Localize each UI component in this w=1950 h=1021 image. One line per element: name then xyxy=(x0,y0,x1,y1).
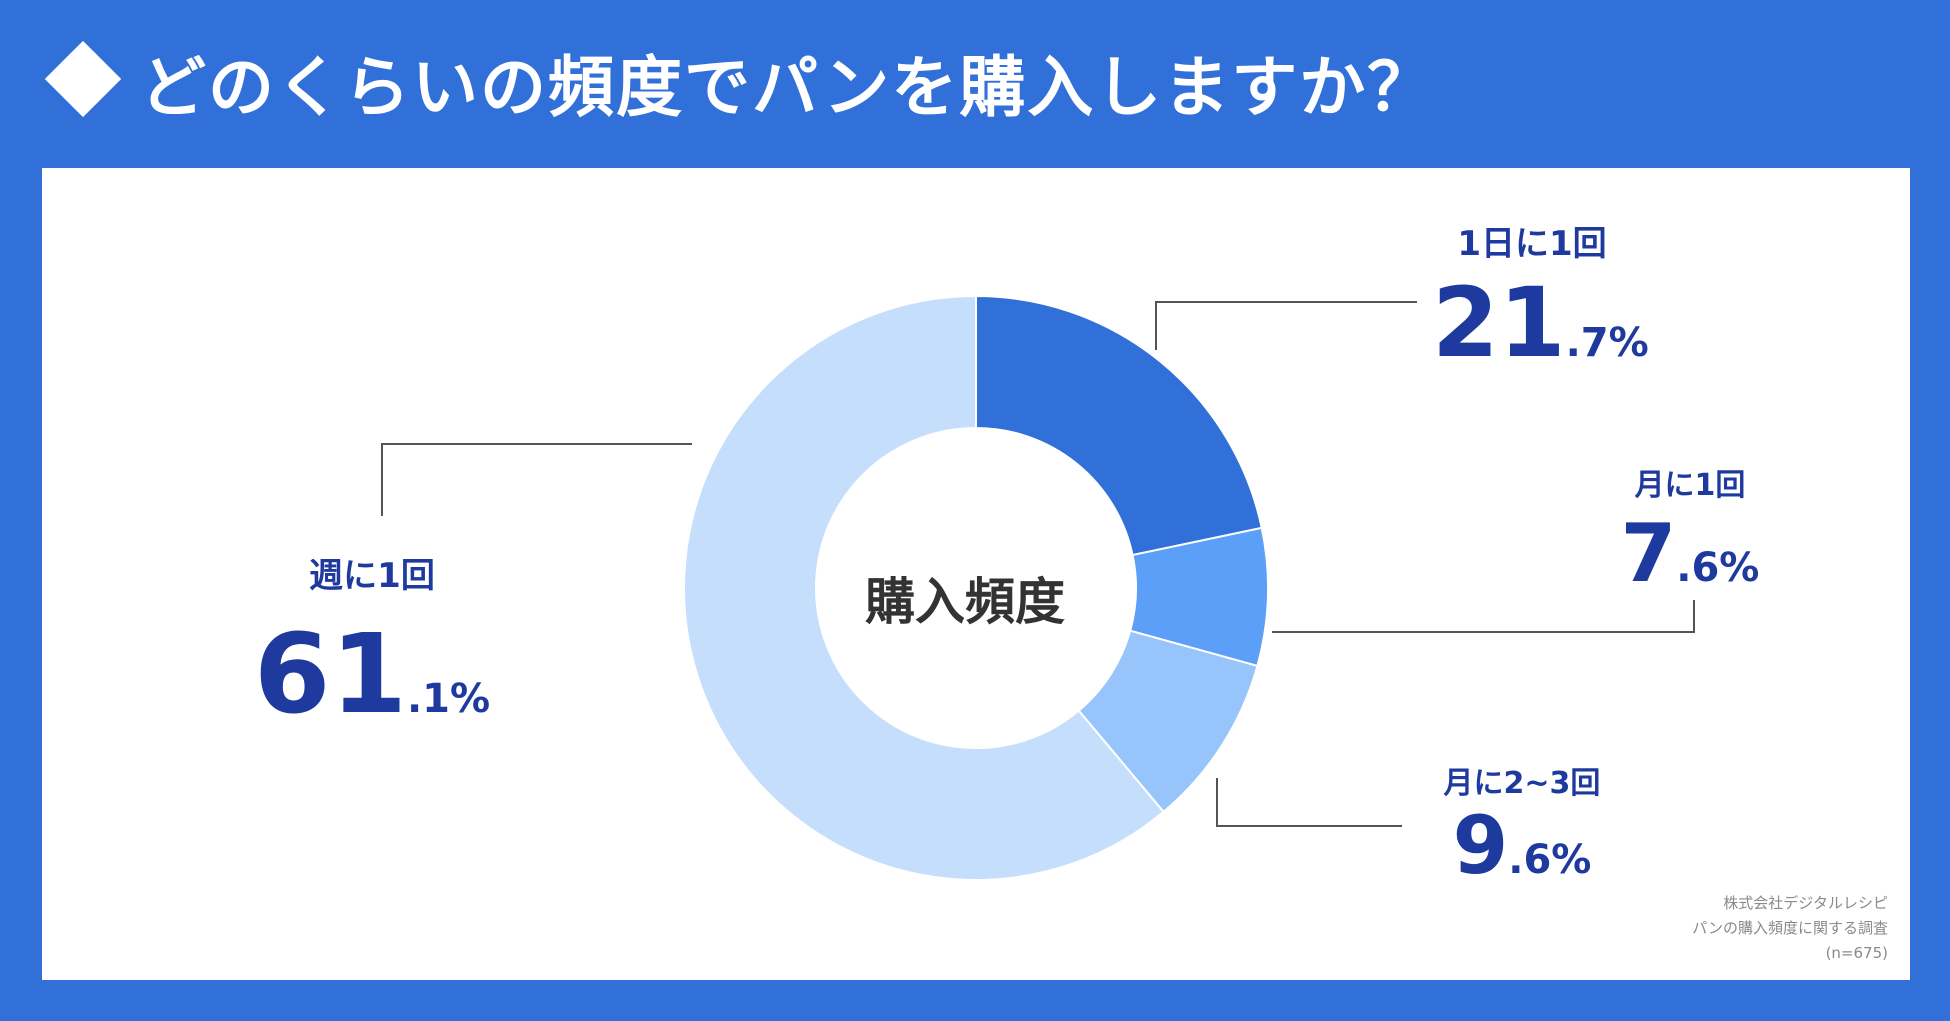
leader-line-daily xyxy=(1155,301,1417,350)
source-note: 株式会社デジタルレシピ パンの購入頻度に関する調査 (n=675) xyxy=(1692,891,1888,966)
category-label-weekly: 週に1回 xyxy=(309,556,435,596)
donut-chart xyxy=(381,294,1695,881)
label-2-3-monthly: 月に2~3回 9.6% xyxy=(1422,758,1622,886)
chart-panel: 購入頻度 1日に1回 21.7% 月に1回 7.6% 月に2~3回 9.6% 週… xyxy=(42,168,1910,980)
source-company: 株式会社デジタルレシピ xyxy=(1723,894,1888,912)
label-weekly: 週に1回 61.1% xyxy=(242,548,502,729)
page-title: どのくらいの頻度でパンを購入しますか？ xyxy=(140,49,1436,126)
percent-dec-monthly: .6% xyxy=(1676,545,1760,591)
donut-slice-weekly xyxy=(683,294,1165,881)
category-label-monthly: 月に1回 xyxy=(1634,468,1746,503)
percent-int-weekly: 61 xyxy=(253,610,407,738)
source-survey: パンの購入頻度に関する調査 xyxy=(1692,919,1888,937)
percent-dec-2-3-monthly: .6% xyxy=(1508,837,1592,883)
diamond-icon xyxy=(44,40,122,118)
label-monthly: 月に1回 7.6% xyxy=(1610,460,1770,594)
leader-lines xyxy=(381,301,1695,827)
leader-line-monthly xyxy=(1272,600,1695,633)
percent-dec-weekly: .1% xyxy=(406,676,491,722)
percent-int-monthly: 7 xyxy=(1620,507,1677,600)
category-label-daily: 1日に1回 xyxy=(1457,224,1607,264)
leader-line-2-3-monthly xyxy=(1216,778,1402,827)
header: どのくらいの頻度でパンを購入しますか？ xyxy=(0,0,1950,168)
source-sample-size: (n=675) xyxy=(1825,944,1888,962)
donut-slices xyxy=(683,294,1269,881)
percent-int-2-3-monthly: 9 xyxy=(1452,799,1509,892)
donut-slice-daily xyxy=(975,294,1263,557)
center-label: 購入頻度 xyxy=(865,573,1065,631)
leader-line-weekly xyxy=(381,443,692,516)
category-label-2-3-monthly: 月に2~3回 xyxy=(1443,766,1601,801)
label-daily: 1日に1回 21.7% xyxy=(1432,216,1649,371)
percent-int-daily: 21 xyxy=(1432,267,1566,379)
percent-dec-daily: .7% xyxy=(1565,320,1649,366)
